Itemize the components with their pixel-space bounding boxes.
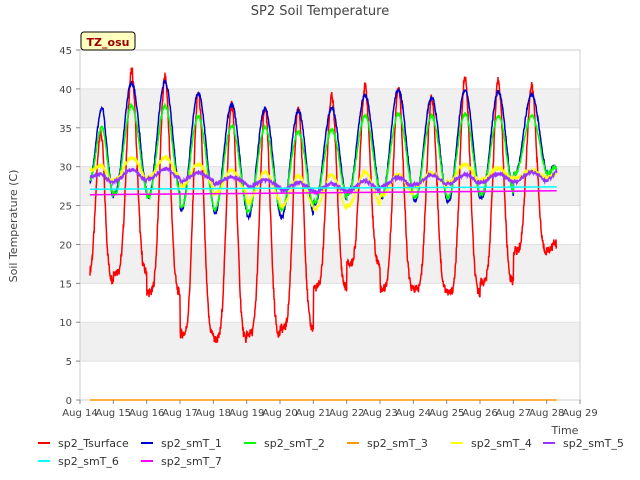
x-tick-label: Aug 25 (429, 408, 464, 419)
series-line-sp2_smT_5 (89, 166, 558, 196)
legend-label: sp2_Tsurface (58, 437, 129, 450)
x-tick-label: Aug 21 (296, 408, 331, 419)
series-line-sp2_Tsurface (89, 66, 558, 344)
y-tick-label: 45 (59, 46, 72, 57)
series-line-sp2_smT_1 (89, 78, 558, 221)
x-tick-label: Aug 17 (162, 408, 197, 419)
y-tick-label: 5 (66, 357, 72, 368)
x-tick-label: Aug 18 (196, 408, 231, 419)
y-tick-label: 20 (59, 240, 72, 251)
legend-item-sp2_Tsurface: sp2_Tsurface (38, 437, 129, 450)
y-tick-label: 40 (59, 85, 72, 96)
x-tick-label: Aug 28 (529, 408, 564, 419)
legend-item-sp2_smT_1: sp2_smT_1 (141, 437, 222, 450)
band-15-20 (80, 244, 580, 284)
x-tick-label: Aug 22 (329, 408, 364, 419)
band-10-15 (80, 283, 580, 323)
x-tick-label: Aug 24 (396, 408, 431, 419)
series-layer (89, 66, 558, 401)
band-40-45 (80, 50, 580, 89)
plot-background-bands (80, 50, 580, 400)
legend-item-sp2_smT_4: sp2_smT_4 (451, 437, 532, 450)
x-tick-label: Aug 29 (562, 408, 597, 419)
legend-label: sp2_smT_2 (264, 437, 325, 450)
legend-label: sp2_smT_3 (367, 437, 428, 450)
x-tick-label: Aug 26 (462, 408, 497, 419)
legend-item-sp2_smT_3: sp2_smT_3 (347, 437, 428, 450)
series-line-sp2_smT_7 (89, 190, 557, 196)
x-tick-label: Aug 15 (96, 408, 131, 419)
legend-label: sp2_smT_7 (161, 455, 222, 468)
legend-item-sp2_smT_6: sp2_smT_6 (38, 455, 119, 468)
x-tick-label: Aug 16 (129, 408, 164, 419)
y-tick-label: 0 (66, 396, 72, 407)
legend-label: sp2_smT_4 (471, 437, 532, 450)
legend-item-sp2_smT_2: sp2_smT_2 (244, 437, 325, 450)
legend-label: sp2_smT_6 (58, 455, 119, 468)
chart-title: SP2 Soil Temperature (251, 4, 389, 19)
band-0-5 (80, 361, 580, 400)
x-tick-label: Aug 19 (229, 408, 264, 419)
timezone-badge: TZ_osu (80, 31, 136, 51)
legend-label: sp2_smT_1 (161, 437, 222, 450)
legend-label: sp2_smT_5 (563, 437, 624, 450)
x-tick-label: Aug 20 (262, 408, 297, 419)
y-axis-label: Soil Temperature (C) (7, 170, 20, 283)
legend-item-sp2_smT_7: sp2_smT_7 (141, 455, 222, 468)
series-line-sp2_smT_2 (89, 102, 558, 216)
timezone-badge-text: TZ_osu (87, 36, 130, 49)
y-tick-label: 15 (59, 279, 72, 290)
x-axis-label: Time (551, 424, 579, 437)
x-tick-label: Aug 27 (496, 408, 531, 419)
legend: sp2_Tsurface sp2_smT_1 sp2_smT_2 sp2_smT_3 s… (38, 437, 624, 468)
timezone-badge-box (80, 31, 136, 51)
x-tick-label: Aug 23 (362, 408, 397, 419)
y-tick-label: 35 (59, 124, 72, 135)
y-tick-label: 30 (59, 163, 72, 174)
series-line-sp2_smT_6 (89, 186, 557, 190)
x-tick-label: Aug 14 (62, 408, 97, 419)
y-tick-label: 10 (59, 318, 72, 329)
y-tick-label: 25 (59, 202, 72, 213)
y-axis-ticks: 0 5 10 15 20 25 30 35 40 45 (59, 46, 80, 407)
band-5-10 (80, 322, 580, 362)
legend-item-sp2_smT_5: sp2_smT_5 (543, 437, 624, 450)
band-20-25 (80, 205, 580, 245)
